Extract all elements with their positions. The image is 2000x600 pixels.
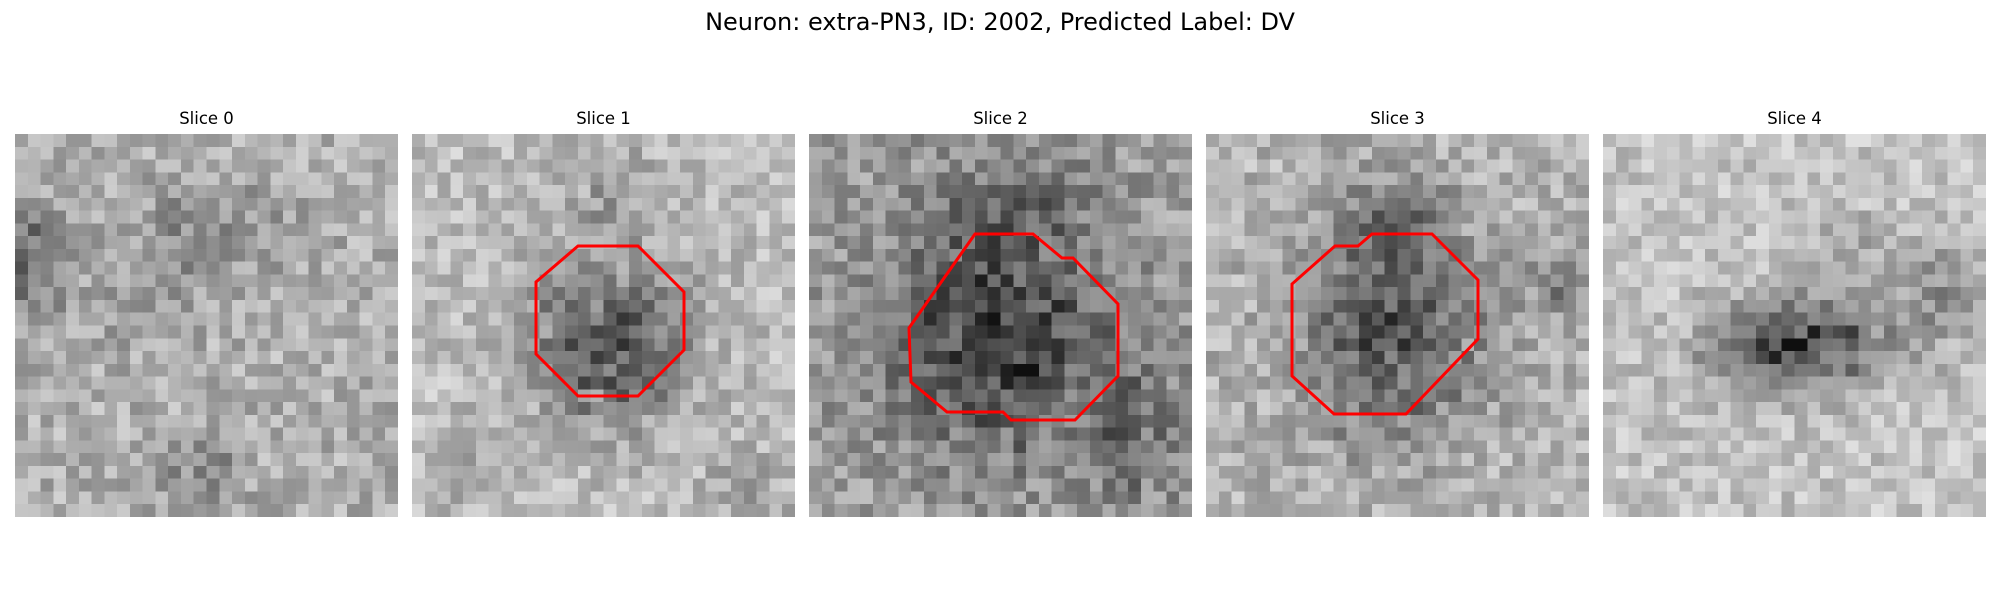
slice-title: Slice 3 <box>1370 109 1425 128</box>
slice-image <box>15 134 398 517</box>
contour-overlay <box>1290 232 1480 416</box>
slice-panel-2: Slice 2 <box>809 108 1192 517</box>
roi-contour <box>907 232 1120 422</box>
slice-panel-4: Slice 4 <box>1603 108 1986 517</box>
contour-overlay <box>1603 134 1986 517</box>
figure-title: Neuron: extra-PN3, ID: 2002, Predicted L… <box>705 8 1295 36</box>
contour-overlay <box>907 232 1120 422</box>
contour-overlay <box>15 134 398 517</box>
roi-contour <box>534 244 686 398</box>
slice-title: Slice 2 <box>973 109 1028 128</box>
slice-panel-0: Slice 0 <box>15 108 398 517</box>
slice-panel-3: Slice 3 <box>1206 108 1589 517</box>
slice-title: Slice 0 <box>179 109 234 128</box>
slice-image <box>412 134 795 517</box>
roi-contour <box>1290 232 1480 416</box>
slice-image <box>1206 134 1589 517</box>
slice-image <box>1603 134 1986 517</box>
slice-image <box>809 134 1192 517</box>
slice-title: Slice 1 <box>576 109 631 128</box>
slice-panel-1: Slice 1 <box>412 108 795 517</box>
slice-title: Slice 4 <box>1767 109 1822 128</box>
contour-overlay <box>534 244 686 398</box>
